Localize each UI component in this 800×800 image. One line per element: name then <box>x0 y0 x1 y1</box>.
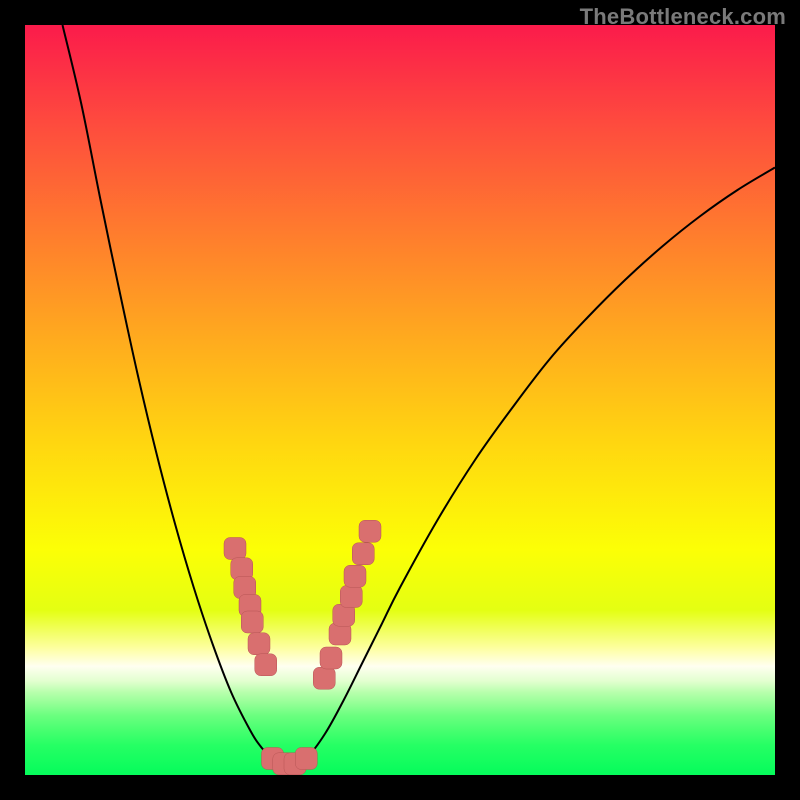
curve-marker <box>255 654 277 676</box>
curve-marker <box>320 647 342 669</box>
gradient-background <box>25 25 775 775</box>
curve-marker <box>224 538 246 560</box>
curve-marker <box>340 586 362 608</box>
curve-marker <box>295 748 317 770</box>
curve-marker <box>359 520 381 542</box>
curve-marker <box>248 633 270 655</box>
bottleneck-curve-chart <box>25 25 775 775</box>
curve-marker <box>344 565 366 587</box>
curve-marker <box>352 543 374 565</box>
curve-marker <box>313 667 335 689</box>
chart-plot-area <box>25 25 775 775</box>
chart-outer-frame: TheBottleneck.com <box>0 0 800 800</box>
curve-marker <box>241 611 263 633</box>
